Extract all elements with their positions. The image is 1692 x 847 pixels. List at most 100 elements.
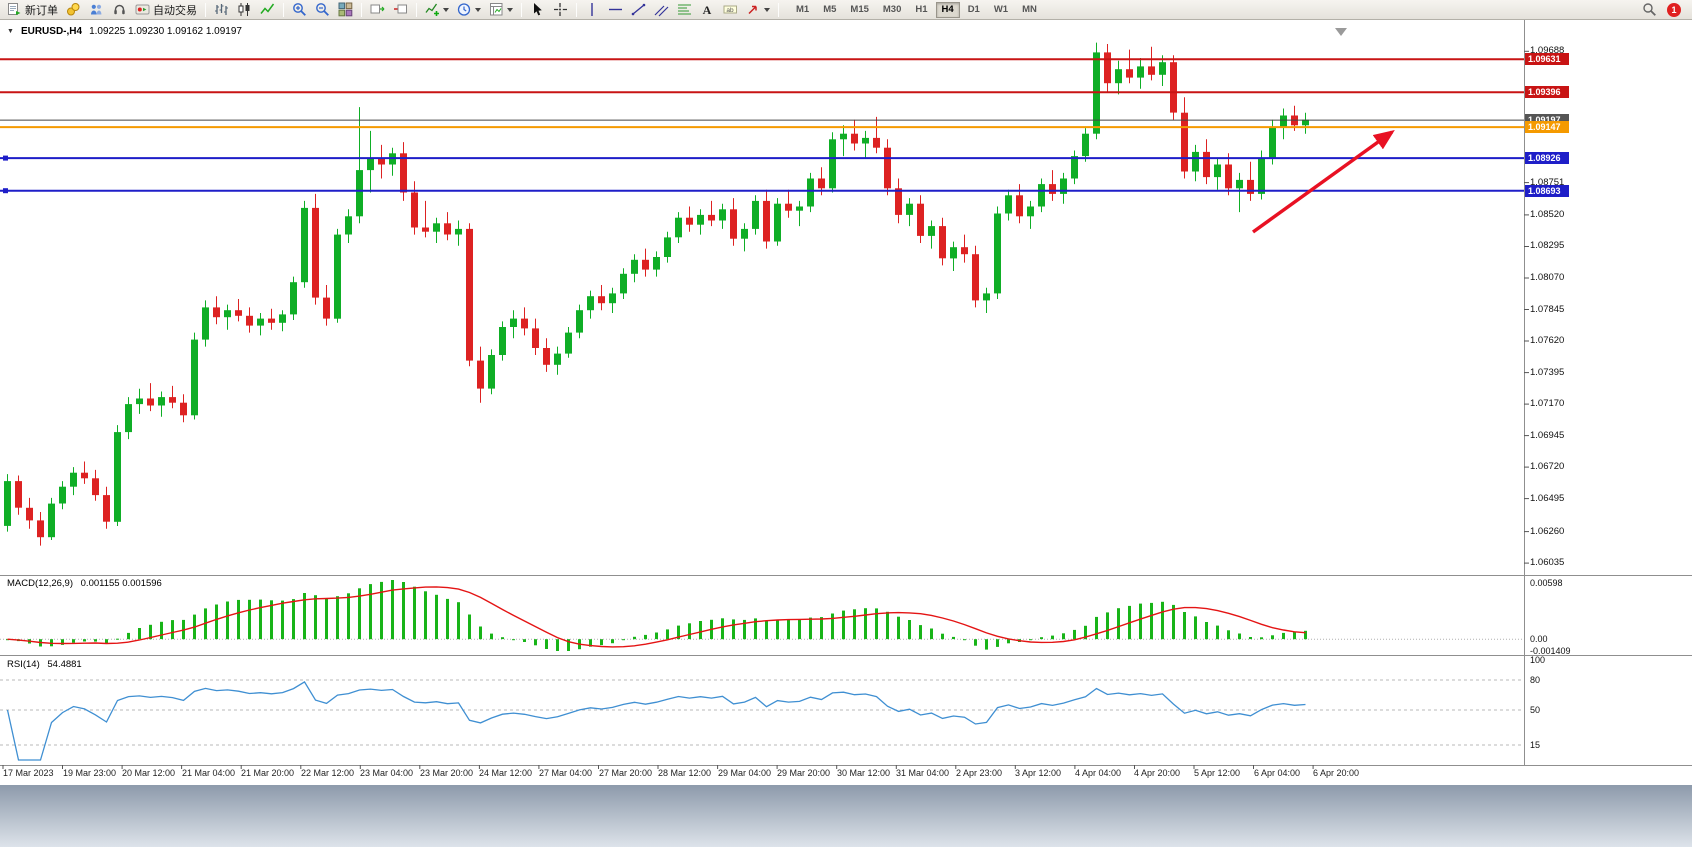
dropdown-caret-icon (443, 7, 449, 12)
toolbar-text-tool-button[interactable]: A (697, 1, 718, 18)
autotrade-icon (135, 4, 150, 15)
toolbar-market-watch-button[interactable] (63, 1, 84, 18)
toolbar-navigator-button[interactable] (86, 1, 107, 18)
hline-1.08926[interactable] (0, 155, 1524, 161)
rsi-line (6, 681, 1306, 761)
toolbar-indicators-list-button[interactable] (422, 1, 452, 18)
toolbar-autotrading-button[interactable]: 自动交易 (132, 1, 200, 18)
toolbar-line-chart-mode-button[interactable] (257, 1, 278, 18)
coins-icon (67, 3, 80, 16)
toolbar-zoom-out-button[interactable] (312, 1, 333, 18)
toolbar-bar-chart-mode-button[interactable] (211, 1, 232, 18)
price-axis-ticks (1524, 50, 1529, 564)
price-tick-label: 1.08751 (1530, 177, 1565, 188)
ohlc-values: 1.09225 1.09230 1.09162 1.09197 (89, 26, 242, 37)
price-badge-1.09147: 1.09147 (1525, 121, 1569, 133)
toolbar-new-order-label: 新订单 (25, 4, 58, 17)
macd-histogram (6, 580, 1307, 651)
toolbar-candlestick-mode-button[interactable] (234, 1, 255, 18)
time-label: 4 Apr 20:00 (1134, 768, 1181, 778)
toolbar-zoom-in-button[interactable] (289, 1, 310, 18)
timeframe-m15-button[interactable]: M15 (850, 3, 869, 15)
search-icon[interactable] (1639, 1, 1660, 18)
rsi-name: RSI(14) (7, 659, 40, 670)
arrowtool-icon (748, 5, 757, 15)
time-label: 29 Mar 20:00 (777, 768, 831, 778)
vline-icon (591, 3, 593, 16)
collapse-toggle-icon[interactable]: ▼ (7, 28, 14, 35)
price-tick-label: 1.08295 (1530, 240, 1565, 251)
price-badge-1.09631: 1.09631 (1525, 53, 1569, 65)
price-badge-1.08693: 1.08693 (1525, 185, 1569, 197)
symbol-period: EURUSD-,H4 (20, 26, 83, 37)
timeframe-m30-button[interactable]: M30 (882, 3, 902, 15)
timeframe-m5-button[interactable]: M5 (823, 3, 837, 15)
toolbar-terminal-button[interactable] (109, 1, 130, 18)
time-label: 27 Mar 04:00 (539, 768, 593, 778)
rsi-label: RSI(14) 54.4881 (7, 659, 82, 670)
toolbar-label-tool-button[interactable]: ab (720, 1, 741, 18)
time-label: 2 Apr 23:00 (956, 768, 1003, 778)
hline-1.08693[interactable] (0, 188, 1524, 194)
toolbar-tile-windows-button[interactable] (335, 1, 356, 18)
toolbar-periods-button[interactable] (454, 1, 484, 18)
timeframe-d1-button[interactable]: D1 (967, 3, 980, 15)
time-label: 6 Apr 04:00 (1254, 768, 1301, 778)
timeframe-m1-button[interactable]: M1 (796, 3, 810, 15)
toolbar-channel-tool-button[interactable] (651, 1, 672, 18)
timeframe-w1-button[interactable]: W1 (993, 3, 1009, 15)
timeframe-mn-button[interactable]: MN (1022, 3, 1037, 15)
arrow-annotation[interactable] (1251, 129, 1395, 234)
pane-separators (0, 20, 1692, 766)
svg-text:A: A (703, 3, 712, 17)
toolbar-templates-button[interactable] (486, 1, 516, 18)
label-icon: ab (723, 5, 737, 14)
crosshair-icon (554, 3, 567, 16)
clock-icon (457, 3, 471, 16)
toolbar-chart-shift-button[interactable] (390, 1, 411, 18)
toolbar-arrows-tool-button[interactable] (743, 1, 773, 18)
chart-canvas[interactable] (0, 20, 1692, 785)
time-label: 31 Mar 04:00 (896, 768, 950, 778)
price-tick-label: 1.06260 (1530, 526, 1565, 537)
time-label: 28 Mar 12:00 (658, 768, 712, 778)
toolbar-cursor-tool-button[interactable] (527, 1, 548, 18)
macd-axis-min: -0.001409 (1530, 646, 1571, 656)
toolbar-separator (576, 2, 577, 17)
candles-icon (238, 3, 250, 16)
dropdown-caret-icon (475, 7, 481, 12)
toolbar-autotrading-label: 自动交易 (153, 4, 197, 17)
time-label: 24 Mar 12:00 (479, 768, 533, 778)
rsi-axis-100: 100 (1530, 655, 1546, 665)
toolbar-right: 1 (1638, 1, 1689, 18)
time-label: 27 Mar 20:00 (599, 768, 653, 778)
price-tick-label: 1.06035 (1530, 557, 1565, 568)
timeframe-h1-button[interactable]: H1 (915, 3, 928, 15)
toolbar-new-order-button[interactable]: 新订单 (4, 1, 61, 18)
time-label: 23 Mar 04:00 (360, 768, 414, 778)
price-tick-label: 1.06945 (1530, 430, 1565, 441)
time-label: 6 Apr 20:00 (1313, 768, 1360, 778)
notification-badge[interactable]: 1 (1667, 2, 1681, 17)
toolbar-trendline-tool-button[interactable] (628, 1, 649, 18)
autoscroll-icon (370, 4, 385, 14)
chart-shift-marker-icon[interactable] (1335, 28, 1347, 36)
macd-name: MACD(12,26,9) (7, 578, 73, 589)
time-label: 4 Apr 04:00 (1075, 768, 1122, 778)
indicator-icon (425, 3, 439, 16)
orderform-icon (8, 3, 21, 15)
toolbar-horizontal-line-tool-button[interactable] (605, 1, 626, 18)
toolbar-crosshair-tool-button[interactable] (550, 1, 571, 18)
price-tick-label: 1.08520 (1530, 209, 1565, 220)
time-label: 5 Apr 12:00 (1194, 768, 1241, 778)
window-bottom-strip (0, 785, 1692, 847)
toolbar-vertical-line-tool-button[interactable] (582, 1, 603, 18)
toolbar-fibonacci-tool-button[interactable] (674, 1, 695, 18)
toolbar-auto-scroll-button[interactable] (367, 1, 388, 18)
price-tick-label: 1.07620 (1530, 335, 1565, 346)
macd-axis-zero: 0.00 (1530, 634, 1548, 644)
macd-label: MACD(12,26,9) 0.001155 0.001596 (7, 578, 162, 589)
timeframe-h4-button[interactable]: H4 (935, 1, 960, 18)
